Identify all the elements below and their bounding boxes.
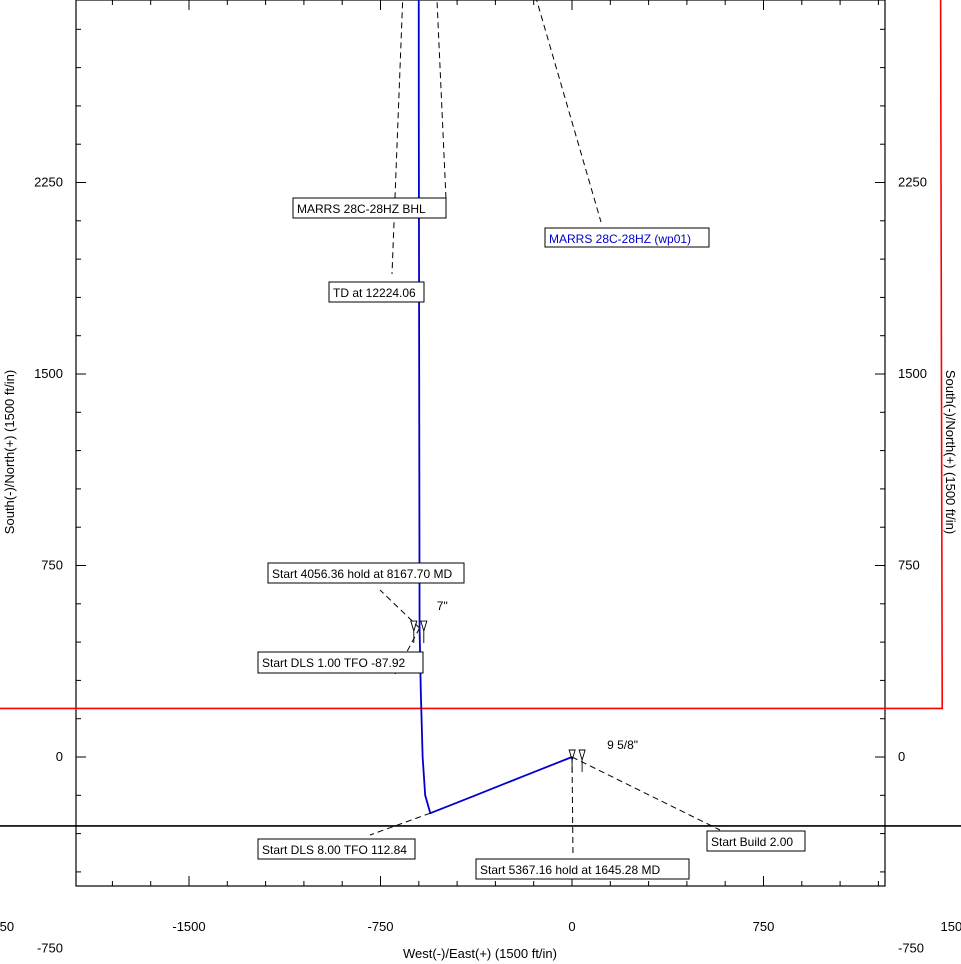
y-tick-label-left: 2250 [34,175,63,190]
annotation-leader [571,756,721,831]
annotation-labels: MARRS 28C-28HZ BHL MARRS 28C-28HZ (wp01) T… [257,197,806,880]
annotation-label: Start Build 2.00 [711,835,793,849]
annotation-label: Start DLS 8.00 TFO 112.84 [262,843,407,857]
annotation-label: Start 4056.36 hold at 8167.70 MD [272,567,452,581]
casing-marker-left [568,749,576,772]
annotation-box [328,281,425,303]
x-tick-label: -750 [367,919,393,934]
annotation-box [706,830,806,852]
casing-marker-left [410,620,418,644]
annotation-box [544,227,710,248]
annotation-label: Start 5367.16 hold at 1645.28 MD [480,863,660,877]
casing-marker-right [420,620,428,644]
y-tick-label-right: 2250 [898,175,927,190]
annotation-label: TD at 12224.06 [333,286,416,300]
casing-label: 9 5/8" [607,738,638,752]
annotation-box [257,838,416,860]
target-boundary [0,0,944,710]
annotation-label: Start DLS 1.00 TFO -87.92 [262,656,406,670]
y-tick-label-right: -750 [898,940,924,955]
annotation-leader [536,0,602,223]
boundary-polygons [0,0,961,827]
annotation-leader [571,756,574,858]
y-tick-label-left: 0 [56,749,63,764]
y-tick-label-left: 1500 [34,366,63,381]
casing-marker-right [578,749,586,772]
annotation-leader [436,0,447,200]
casing-markers: 7" 9 5/8" [410,599,638,772]
x-tick-label: 0 [568,919,575,934]
y-tick-label-left: 750 [41,558,63,573]
y-tick-label-left: -750 [37,940,63,955]
well-path-series [417,0,573,815]
annotation-box [267,562,465,584]
annotation-box [292,197,447,219]
x-tick-label: 1500 [941,919,961,934]
y-axis-title-right: South(-)/North(+) (1500 ft/in) [943,370,958,534]
x-tick-label: -1500 [172,919,205,934]
y-tick-label-right: 1500 [898,366,927,381]
x-tick-label: 750 [753,919,775,934]
annotation-label: MARRS 28C-28HZ (wp01) [549,232,691,246]
y-tick-label-right: 750 [898,558,920,573]
well-path-line [417,0,573,815]
annotation-leader [391,0,404,275]
casing-label: 7" [437,599,448,613]
y-axis-title-left: South(-)/North(+) (1500 ft/in) [2,370,17,534]
annotation-leader [379,589,420,629]
x-tick-label: -2250 [0,919,14,934]
annotation-box [475,858,690,880]
annotation-box [257,651,424,674]
annotation-label: MARRS 28C-28HZ BHL [297,202,426,216]
y-tick-label-right: 0 [898,749,905,764]
annotation-leader [369,812,431,836]
x-axis-title: West(-)/East(+) (1500 ft/in) [403,946,557,961]
axis-ticks [76,0,885,886]
lease-boundary [0,825,961,827]
plot-frame [75,0,886,887]
